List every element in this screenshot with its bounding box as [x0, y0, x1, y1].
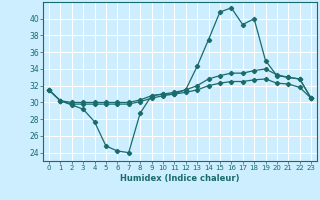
X-axis label: Humidex (Indice chaleur): Humidex (Indice chaleur)	[120, 174, 240, 183]
